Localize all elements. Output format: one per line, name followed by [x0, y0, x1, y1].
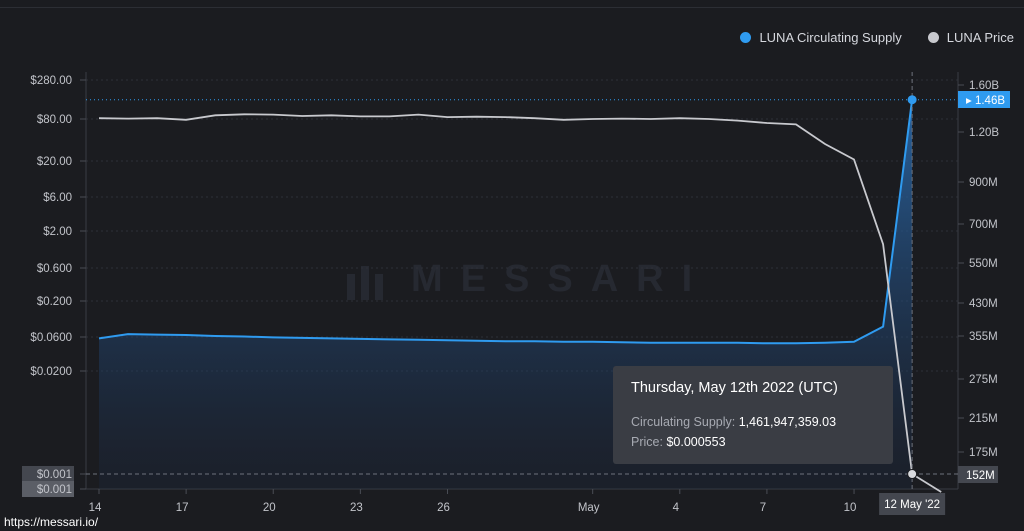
left-tick-label: $20.00: [37, 156, 72, 168]
left-tick-label: $0.0200: [30, 366, 72, 378]
legend-item-price[interactable]: LUNA Price: [927, 30, 1014, 45]
right-tick-label: 215M: [969, 413, 998, 425]
left-tick-label: $280.00: [30, 75, 72, 87]
tooltip-title: Thursday, May 12th 2022 (UTC): [631, 380, 838, 396]
tooltip-price-label: Price:: [631, 435, 663, 449]
watermark-text: MESSARI: [411, 258, 711, 300]
right-tick-label: 1.60B: [969, 80, 999, 92]
left-axis: $280.00 $80.00 $20.00 $6.00 $2.00 $0.600 $0.20…: [22, 75, 86, 497]
tooltip-supply-label: Circulating Supply:: [631, 415, 736, 429]
left-tick-label: $0.200: [37, 296, 72, 308]
crosshair: [86, 72, 958, 489]
x-tick-label: 17: [176, 502, 189, 514]
supply-highlight-box: [958, 91, 1010, 108]
supply-point: [907, 95, 917, 105]
left-tick-label: $80.00: [37, 114, 72, 126]
right-tick-label: 1.20B: [969, 127, 999, 139]
right-tick-label: 900M: [969, 177, 998, 189]
left-tick-label: $0.001: [37, 469, 72, 481]
legend-supply-label: LUNA Circulating Supply: [759, 30, 902, 45]
x-highlight-box: [879, 493, 946, 515]
x-tick-label: 26: [437, 502, 450, 514]
top-divider: [0, 7, 1024, 8]
price-right-highlight-label: 152M: [966, 470, 995, 482]
x-highlight-label: 12 May '22: [884, 499, 940, 511]
right-tick-label: 175M: [969, 447, 998, 459]
x-tick-label: 7: [760, 502, 766, 514]
x-tick-label: 20: [263, 502, 276, 514]
chart-tooltip: Thursday, May 12th 2022 (UTC) Circulatin…: [613, 366, 893, 464]
right-tick-label: 700M: [969, 219, 998, 231]
source-link[interactable]: https://messari.io/: [4, 515, 99, 529]
price-highlight-box: [22, 466, 74, 482]
tooltip-price-value: $0.000553: [666, 435, 726, 449]
legend-item-supply[interactable]: LUNA Circulating Supply: [740, 30, 902, 45]
left-tick-label: $0.600: [37, 263, 72, 275]
supply-highlight-label: ▸ 1.46B: [966, 95, 1005, 107]
left-tick-label: $6.00: [43, 192, 72, 204]
right-tick-label: 275M: [969, 374, 998, 386]
right-tick-label: 430M: [969, 298, 998, 310]
supply-line: [98, 99, 914, 345]
x-tick-label: 14: [89, 502, 102, 514]
series-lines: [98, 99, 942, 493]
price-legend-dot-icon: [927, 32, 939, 43]
price-highlight-box: [22, 481, 74, 497]
messari-logo-icon: [347, 265, 383, 300]
right-axis: 1.60B 1.20B 900M 700M 550M 430M 355M 275M 215M 17…: [958, 80, 1010, 483]
left-tick-label: $0.001: [37, 484, 72, 496]
series-points: [907, 95, 918, 479]
x-tick-label: 10: [844, 502, 857, 514]
right-tick-label: 355M: [969, 331, 998, 343]
price-point: [907, 469, 918, 479]
tooltip-price-row: Price: $0.000553: [631, 432, 875, 452]
messari-watermark: MESSARI: [345, 258, 710, 301]
x-tick-label: May: [578, 502, 600, 514]
supply-legend-dot-icon: [740, 32, 752, 43]
price-right-highlight-box: [958, 466, 998, 483]
price-line: [98, 113, 942, 493]
legend-price-label: LUNA Price: [946, 30, 1014, 45]
tooltip-supply-value: 1,461,947,359.03: [738, 415, 837, 429]
left-tick-label: $2.00: [43, 226, 72, 238]
x-tick-label: 4: [673, 502, 680, 514]
chart-legend: LUNA Circulating Supply LUNA Price: [740, 30, 1014, 45]
right-tick-label: 550M: [969, 258, 998, 270]
x-tick-label: 23: [350, 502, 363, 514]
tooltip-supply-row: Circulating Supply: 1,461,947,359.03: [631, 412, 875, 432]
x-axis: 14 17 20 23 26 May 4 7 10 12 May '22: [89, 489, 946, 515]
left-tick-label: $0.0600: [30, 332, 72, 344]
